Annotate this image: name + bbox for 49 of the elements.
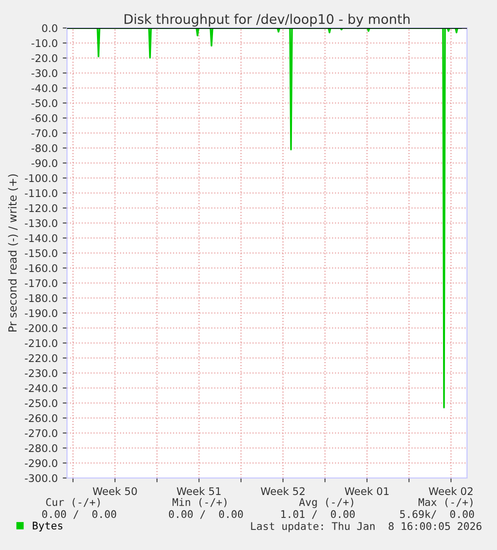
y-tick-label: -240.0: [24, 384, 58, 392]
y-tick-label: -190.0: [24, 309, 58, 318]
y-tick-label: -60.0: [32, 114, 58, 122]
y-tick-label: -100.0: [24, 174, 58, 182]
text: 1.01 / 0.00: [281, 510, 355, 519]
text: Min (-/+): [172, 498, 226, 508]
y-tick-label: -120.0: [24, 204, 58, 212]
chart-title: Disk throughput for /dev/loop10 - by month: [124, 14, 410, 27]
x-tick-label: Week 01: [344, 487, 389, 496]
y-tick-label: -80.0: [32, 144, 58, 152]
y-tick-label: -170.0: [24, 279, 58, 288]
y-tick-label: -150.0: [24, 249, 58, 258]
y-tick-label: -300.0: [24, 474, 58, 482]
y-tick-label: -40.0: [32, 84, 58, 92]
text: 0.00 / 0.00: [42, 510, 116, 519]
x-tick-label: Week 50: [92, 487, 137, 496]
text: Max (-/+): [418, 498, 472, 508]
x-tick-label: Week 52: [260, 487, 305, 496]
y-tick-label: -70.0: [32, 129, 58, 138]
y-tick-label: -260.0: [24, 414, 58, 422]
legend-label: Bytes: [32, 522, 62, 532]
line-series: [67, 28, 462, 408]
x-tick-label: Week 02: [428, 487, 473, 496]
y-tick-label: -200.0: [24, 324, 58, 332]
y-tick-label: -50.0: [32, 99, 58, 108]
x-tick-label: Week 51: [176, 487, 221, 496]
text: Cur (-/+): [46, 498, 100, 508]
y-tick-label: -20.0: [32, 54, 58, 62]
y-tick-label: -180.0: [24, 294, 58, 302]
y-tick-label: -110.0: [24, 189, 58, 198]
text: 5.69k/ 0.00: [400, 510, 474, 519]
y-tick-label: -160.0: [24, 264, 58, 272]
y-tick-label: -10.0: [32, 39, 58, 48]
y-tick-label: -210.0: [24, 339, 58, 348]
y-tick-label: -290.0: [24, 459, 58, 468]
y-tick-label: 0.0: [42, 24, 58, 32]
y-tick-label: -230.0: [24, 369, 58, 378]
y-tick-label: -140.0: [24, 234, 58, 242]
text: Avg (-/+): [299, 498, 354, 508]
y-tick-label: -250.0: [24, 399, 58, 408]
y-tick-label: -90.0: [32, 159, 58, 168]
y-tick-label: -270.0: [24, 429, 58, 438]
text: Last update: Thu Jan 8 16:00:05 2026: [251, 522, 482, 532]
y-axis-title: Pr second read (-) / write (+): [8, 174, 18, 332]
y-tick-label: -30.0: [32, 69, 58, 78]
y-tick-label: -220.0: [24, 354, 58, 362]
text: 0.00 / 0.00: [168, 510, 243, 519]
y-tick-label: -280.0: [24, 444, 58, 452]
y-tick-label: -130.0: [24, 219, 58, 228]
